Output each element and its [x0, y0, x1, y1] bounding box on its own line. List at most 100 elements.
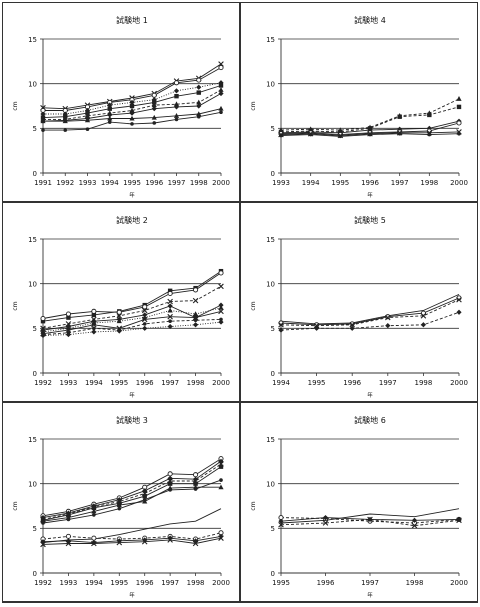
data-point [196, 114, 201, 119]
x-tick-label: 1992 [56, 179, 74, 187]
x-tick-label: 2000 [212, 179, 230, 187]
series-10 [40, 535, 224, 548]
y-axis-label: cm [12, 301, 19, 310]
series-line [42, 537, 222, 545]
y-tick-label: 15 [266, 236, 275, 244]
chart-svg: 試験地 1 0 5 10 15 cm 1991 1992 1993 1994 1995 1996 199… [12, 15, 230, 199]
x-tick-label: 1996 [145, 179, 163, 187]
series-line [42, 458, 222, 517]
series-6 [279, 131, 461, 139]
data-point [116, 502, 122, 508]
data-point [279, 133, 283, 138]
data-point [192, 540, 199, 547]
x-axis-label: 年 [129, 391, 135, 399]
series-3 [40, 283, 224, 332]
data-point [196, 90, 201, 95]
x-tick-label: 1997 [161, 379, 179, 387]
x-tick-label: 1991 [34, 179, 52, 187]
y-tick-label: 5 [271, 325, 275, 333]
y-tick-label: 0 [271, 370, 275, 378]
x-tick-label: 1996 [136, 379, 154, 387]
x-tick-label: 2000 [212, 379, 230, 387]
x-tick-label: 1995 [272, 579, 290, 587]
x-tick-label: 1994 [85, 379, 103, 387]
y-tick-label: 15 [28, 36, 37, 44]
data-point [196, 77, 202, 83]
data-point [116, 318, 122, 324]
series-line [280, 508, 460, 524]
data-point [192, 314, 199, 321]
x-tick-label: 1994 [85, 579, 103, 587]
data-point [367, 516, 373, 523]
x-axis-label: 年 [367, 191, 373, 199]
data-point [65, 514, 72, 520]
data-point [167, 307, 173, 313]
data-point [40, 541, 46, 548]
data-point [91, 329, 97, 335]
x-tick-label: 1997 [361, 579, 379, 587]
data-point [456, 96, 462, 101]
data-point [385, 314, 391, 321]
data-point [174, 117, 179, 122]
x-tick-label: 1996 [343, 379, 361, 387]
data-point [278, 518, 284, 524]
x-tick-label: 1993 [79, 179, 97, 187]
y-tick-label: 15 [28, 236, 37, 244]
data-point [107, 115, 113, 121]
data-point [193, 472, 199, 478]
data-point [349, 321, 355, 328]
data-point [457, 131, 461, 136]
y-tick-label: 5 [33, 525, 37, 533]
x-tick-label: 1998 [406, 579, 424, 587]
chart-title: 試験地 6 [354, 415, 386, 425]
y-tick-label: 10 [28, 480, 37, 488]
chart-svg: 試験地 5 0 5 10 15 cm 1994 1995 1996 1997 1998 2000 年 [250, 215, 468, 399]
series-line [42, 535, 222, 544]
data-point [427, 112, 432, 118]
data-point [218, 65, 224, 71]
y-tick-label: 10 [266, 480, 275, 488]
data-point [151, 106, 157, 112]
y-axis-label: cm [250, 101, 257, 110]
data-point [107, 120, 112, 124]
data-point [167, 288, 173, 294]
y-tick-label: 5 [271, 525, 275, 533]
chart-title: 試験地 1 [116, 15, 148, 25]
data-point [65, 321, 72, 327]
data-point [193, 318, 198, 323]
data-point [167, 537, 173, 543]
y-tick-label: 10 [266, 280, 275, 288]
series-line [280, 293, 460, 325]
data-point [456, 309, 462, 315]
data-point [196, 111, 202, 117]
data-point [168, 319, 172, 323]
chart-svg: 試験地 2 0 5 10 15 cm 1992 1993 1994 1995 1996 1997 199… [12, 215, 230, 399]
data-point [40, 315, 46, 322]
x-tick-label: 1993 [272, 179, 290, 187]
data-point [91, 312, 97, 318]
data-point [40, 111, 46, 117]
data-point [218, 283, 224, 290]
data-point [193, 287, 199, 293]
data-point [141, 316, 148, 323]
data-point [313, 322, 320, 329]
data-point [151, 92, 157, 98]
x-tick-label: 1997 [379, 379, 397, 387]
x-tick-label: 1997 [168, 179, 186, 187]
data-point [107, 112, 113, 118]
data-point [167, 485, 173, 491]
data-point [167, 475, 173, 481]
data-point [92, 326, 96, 331]
chart-title: 試験地 4 [354, 15, 386, 25]
data-point [456, 120, 462, 126]
data-point [84, 113, 91, 118]
data-point [218, 308, 224, 315]
data-point [218, 83, 224, 88]
data-point [411, 517, 418, 523]
x-tick-label: 1997 [161, 579, 179, 587]
data-point [84, 117, 91, 123]
data-point [338, 134, 343, 139]
y-axis-label: cm [250, 301, 257, 310]
data-point [167, 471, 173, 477]
data-point [65, 533, 71, 539]
